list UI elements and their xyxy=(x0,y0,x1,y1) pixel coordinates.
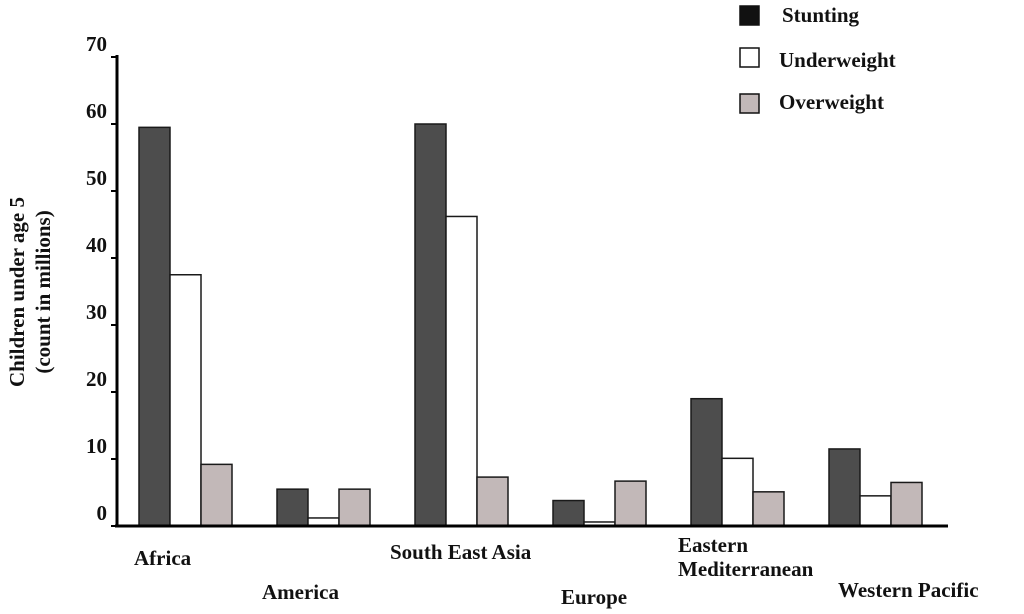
bar-underweight xyxy=(169,274,202,527)
legend-label: Underweight xyxy=(779,48,896,72)
bar-underweight xyxy=(721,457,754,527)
bar-stunting xyxy=(138,126,171,527)
legend: Stunting Underweight Overweight xyxy=(739,3,896,114)
bar-stunting xyxy=(690,397,723,527)
category-label: South East Asia xyxy=(390,540,532,564)
bar-stunting xyxy=(414,123,447,527)
y-axis-title-line: (count in millions) xyxy=(31,210,55,373)
y-tick-label: 60 xyxy=(86,99,107,123)
bar-stunting xyxy=(552,499,585,527)
legend-swatch-stunting xyxy=(739,5,760,26)
category-label: Eastern xyxy=(678,533,748,557)
bar-underweight xyxy=(445,215,478,527)
bar-overweight xyxy=(890,481,923,527)
y-tick-label: 40 xyxy=(86,233,107,257)
y-axis-title: Children under age 5 (count in millions) xyxy=(5,197,55,387)
y-axis: 0 10 20 30 40 50 60 70 xyxy=(86,32,119,527)
category-label: Africa xyxy=(134,546,192,570)
legend-swatch-overweight xyxy=(739,93,760,114)
y-tick-label: 50 xyxy=(86,166,107,190)
bar-overweight xyxy=(338,488,371,527)
category-labels: Africa America South East Asia Europe Easter… xyxy=(134,533,979,609)
bar-overweight xyxy=(200,463,233,527)
bar-stunting xyxy=(828,448,861,527)
y-tick-label: 70 xyxy=(86,32,107,56)
legend-label: Stunting xyxy=(782,3,860,27)
bars xyxy=(138,123,923,527)
bar-overweight xyxy=(476,476,509,527)
category-label: Mediterranean xyxy=(678,557,814,581)
legend-swatch-underweight xyxy=(739,47,760,68)
category-label: Western Pacific xyxy=(838,578,979,602)
y-tick-label: 20 xyxy=(86,367,107,391)
bar-stunting xyxy=(276,488,309,527)
y-axis-title-line: Children under age 5 xyxy=(5,197,29,387)
y-tick-label: 10 xyxy=(86,434,107,458)
category-label: America xyxy=(262,580,339,604)
y-tick-label: 30 xyxy=(86,300,107,324)
bar-overweight xyxy=(614,480,647,527)
category-label: Europe xyxy=(561,585,627,609)
bar-underweight xyxy=(859,495,892,527)
y-tick-label: 0 xyxy=(97,501,108,525)
legend-label: Overweight xyxy=(779,90,884,114)
bar-overweight xyxy=(752,491,785,527)
